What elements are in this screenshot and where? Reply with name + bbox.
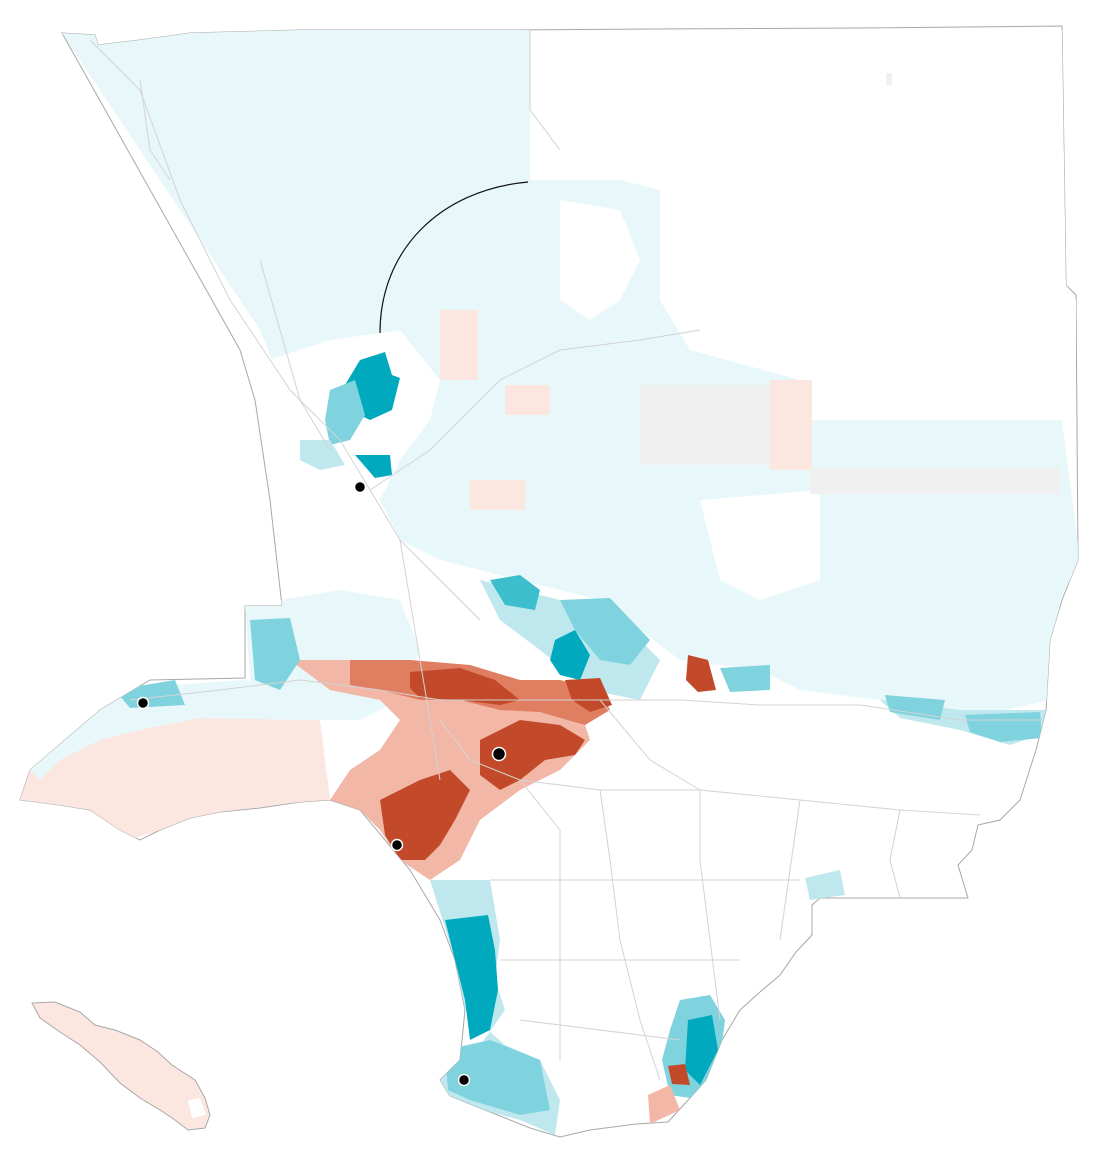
region-east-patch-1: [720, 665, 770, 692]
region-la-canada-teal: [560, 598, 650, 665]
region-pasadena-red: [686, 655, 716, 692]
region-white-northeast: [700, 490, 820, 600]
annotation-leader-line: [379, 181, 529, 334]
marker-downtown: [491, 746, 507, 762]
region-palos-verdes-mid: [445, 1040, 550, 1115]
light-red-block-2: [770, 380, 812, 470]
region-north-desert: [60, 30, 1078, 720]
catalina-white-patch: [188, 1098, 206, 1118]
region-core-red-dark-hollywood: [480, 720, 585, 790]
region-white-mid: [560, 200, 640, 320]
region-malibu-red: [20, 710, 330, 840]
light-red-block-1: [440, 310, 478, 380]
region-santa-clarita-mid: [325, 380, 365, 445]
marker-palos-verdes: [457, 1073, 471, 1087]
region-valencia-dark: [355, 455, 392, 478]
region-malibu-patch: [115, 680, 185, 708]
region-altadena-teal: [550, 630, 590, 680]
region-verdugo-teal: [490, 575, 540, 610]
region-core-red-dark-valley: [410, 668, 520, 705]
nodata-block-3: [886, 73, 892, 85]
region-west-hills-teal: [250, 618, 300, 690]
marker-venice: [390, 838, 404, 852]
region-east-patch-2: [885, 695, 945, 720]
nodata-block-1: [640, 385, 770, 465]
region-core-red-dark-westside: [380, 770, 470, 860]
catalina-island: [31, 1001, 211, 1131]
region-whittier-teal: [805, 870, 845, 900]
region-core-red-light: [290, 660, 590, 880]
region-long-beach-red: [668, 1064, 690, 1085]
nodata-block-2: [810, 468, 1060, 494]
marker-santa-clarita: [353, 480, 367, 494]
region-south-bay-dark: [445, 915, 498, 1040]
region-core-red-dark-east: [565, 678, 612, 712]
marker-malibu: [136, 696, 150, 710]
light-red-block-4: [470, 480, 525, 510]
region-long-beach-dark: [685, 1015, 718, 1085]
region-port-red-light: [648, 1085, 680, 1124]
light-red-block-3: [505, 385, 550, 415]
freeway-network: [89, 30, 1040, 1081]
region-saugus-mid: [300, 440, 345, 470]
region-white-desert: [620, 30, 1076, 420]
